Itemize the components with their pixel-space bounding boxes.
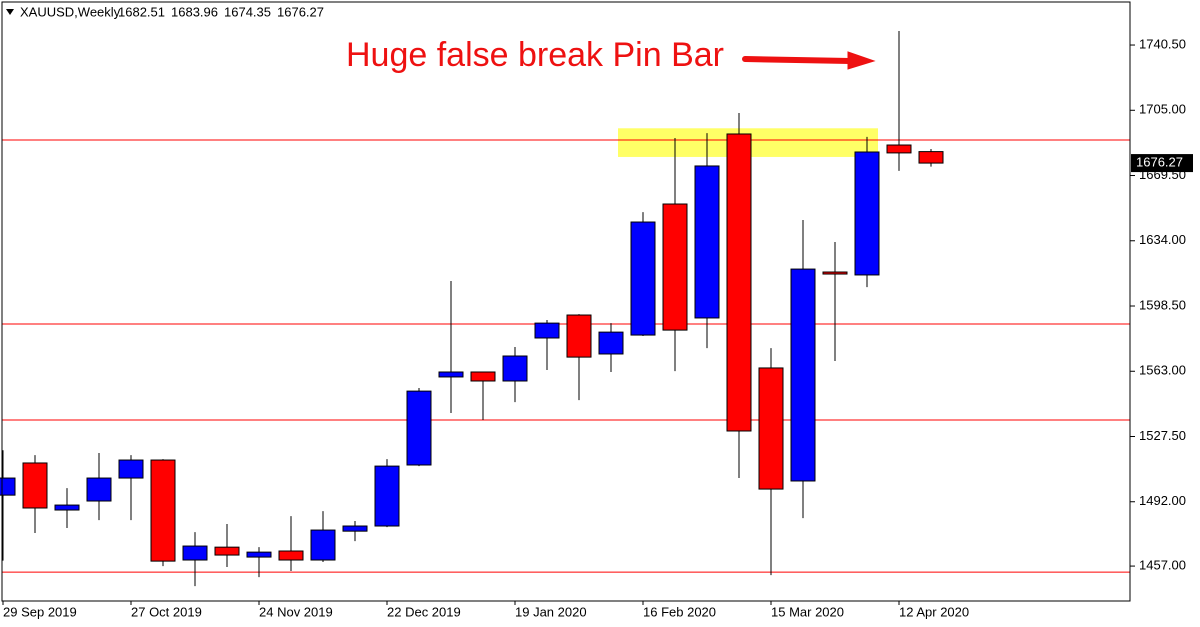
candle-body (854, 151, 880, 276)
annotation-arrow (742, 51, 876, 70)
y-tick-label: 1705.00 (1139, 102, 1186, 117)
candle-body (694, 165, 720, 319)
candle-body (374, 465, 400, 527)
y-tick-label: 1598.50 (1139, 297, 1186, 312)
candle-body (278, 550, 304, 561)
candle-body (118, 459, 144, 479)
candle-body (502, 355, 528, 382)
candle-body (662, 203, 688, 331)
x-tick-label: 27 Oct 2019 (131, 604, 202, 619)
y-tick-label: 1563.00 (1139, 363, 1186, 378)
arrow-shaft (742, 56, 853, 64)
candle-body (822, 271, 848, 275)
last-price-label: 1676.27 (1136, 155, 1183, 170)
candle-body (566, 314, 592, 358)
candle-body (438, 371, 464, 378)
candle-body (726, 133, 752, 432)
x-tick-label: 16 Feb 2020 (643, 604, 716, 619)
background-layer (2, 128, 1130, 573)
annotation: Huge false break Pin Bar (346, 36, 724, 74)
y-tick-label: 1740.50 (1139, 36, 1186, 51)
candle-body (246, 551, 272, 558)
header-close: 1676.27 (277, 4, 324, 19)
y-tick-label: 1527.50 (1139, 428, 1186, 443)
x-tick-label: 15 Mar 2020 (771, 604, 844, 619)
candle-body (86, 477, 112, 502)
last-price-box (1131, 154, 1193, 173)
candle-body (0, 477, 16, 496)
candle-body (54, 504, 80, 511)
candle-body (630, 221, 656, 336)
arrow-head (847, 51, 876, 70)
candle-body (598, 331, 624, 355)
candle-body (406, 390, 432, 466)
y-tick-label: 1634.00 (1139, 232, 1186, 247)
plot-frame (1, 1, 1131, 602)
y-tick-label: 1492.00 (1139, 493, 1186, 508)
candle-body (150, 459, 176, 562)
x-tick-label: 22 Dec 2019 (387, 604, 461, 619)
x-tick-label: 19 Jan 2020 (515, 604, 587, 619)
candle-body (342, 525, 368, 532)
candle-body (470, 371, 496, 382)
menu-triangle (6, 9, 14, 15)
candle-body (790, 268, 816, 482)
header-high: 1683.96 (171, 4, 218, 19)
candle-body (214, 546, 240, 556)
candle-body (182, 545, 208, 561)
candle-body (310, 529, 336, 561)
x-tick-label: 24 Nov 2019 (259, 604, 333, 619)
marks-layer (0, 31, 944, 587)
x-tick-label: 12 Apr 2020 (899, 604, 969, 619)
candle-body (758, 367, 784, 490)
header-open: 1682.51 (118, 4, 165, 19)
chart-title: XAUUSD,Weekly (20, 4, 121, 19)
x-tick-label: 29 Sep 2019 (3, 604, 77, 619)
candle-body (918, 151, 944, 164)
header-low: 1674.35 (224, 4, 271, 19)
candle-body (22, 462, 48, 509)
candle-body (886, 144, 912, 154)
y-tick-label: 1457.00 (1139, 558, 1186, 573)
candle-body (534, 322, 560, 339)
